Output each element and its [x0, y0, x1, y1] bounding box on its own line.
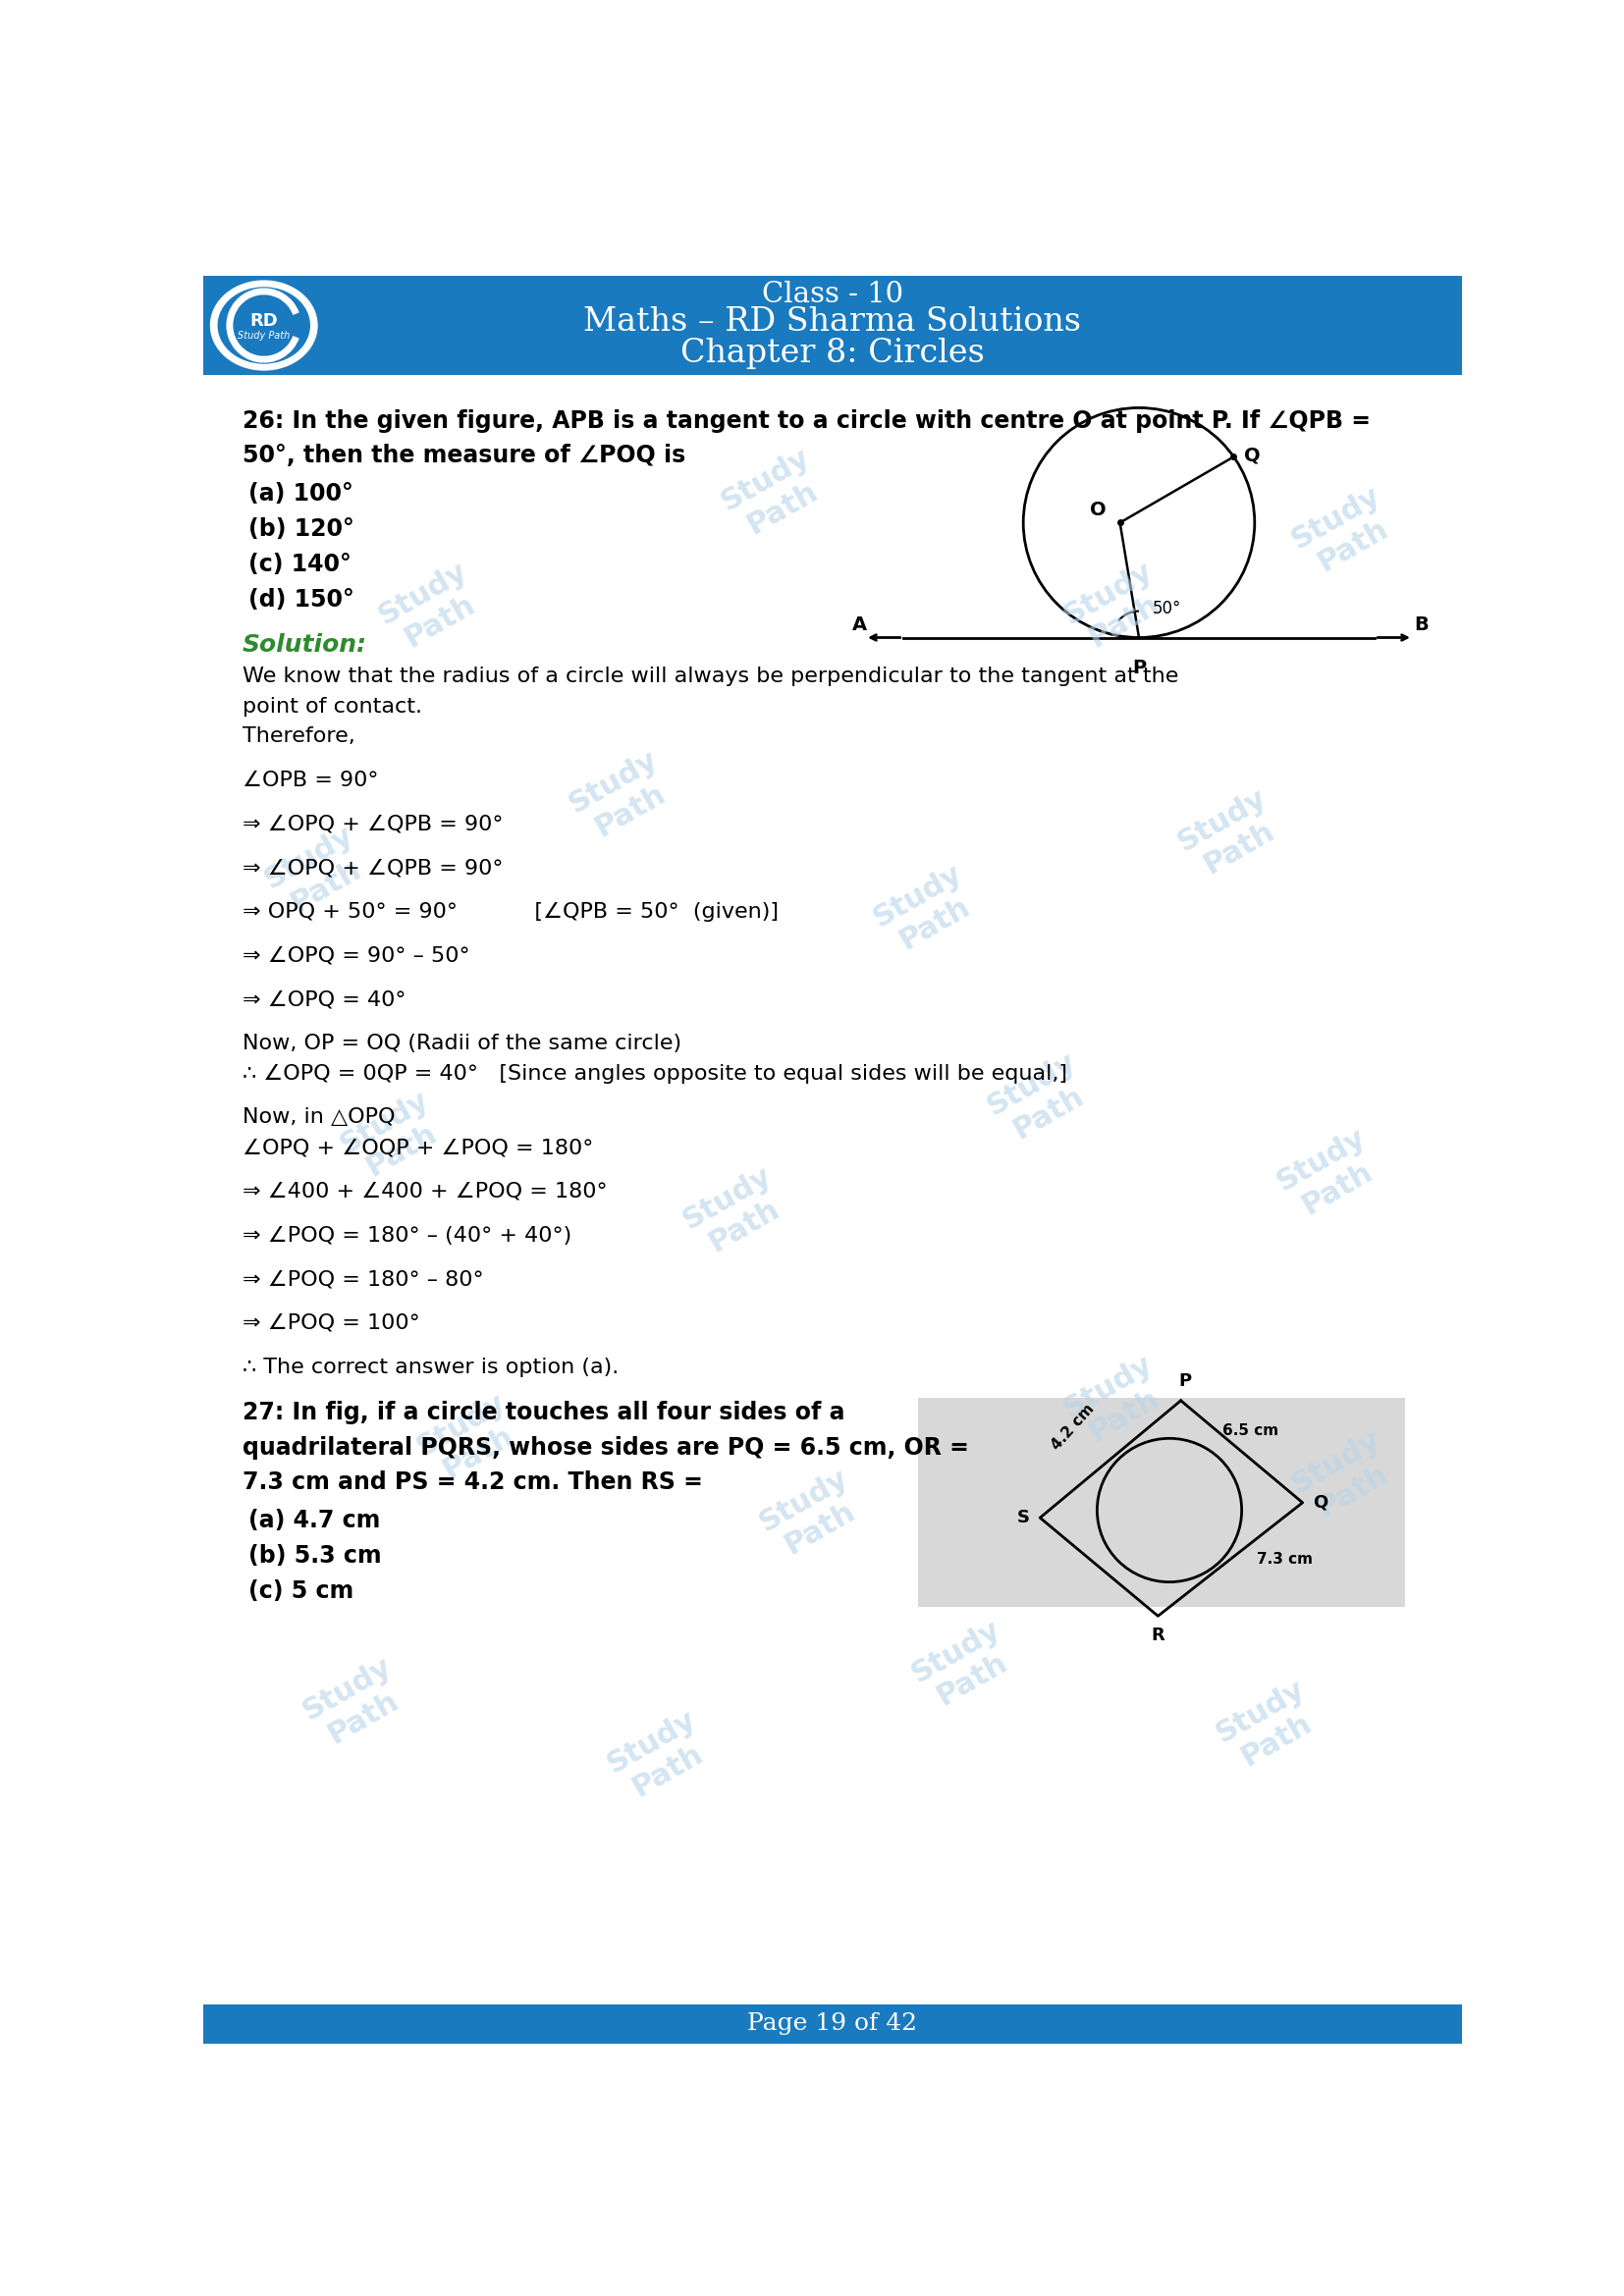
Text: ⇒ ∠400 + ∠400 + ∠POQ = 180°: ⇒ ∠400 + ∠400 + ∠POQ = 180° [242, 1182, 607, 1201]
Text: 50°: 50° [1153, 599, 1182, 618]
Text: Study
Path: Study Path [374, 556, 489, 659]
Text: Study
Path: Study Path [983, 1047, 1098, 1150]
Text: Study
Path: Study Path [1059, 1350, 1174, 1451]
Text: Solution:: Solution: [242, 634, 367, 657]
Text: Maths – RD Sharma Solutions: Maths – RD Sharma Solutions [583, 308, 1082, 338]
Text: Study
Path: Study Path [1173, 783, 1288, 886]
Text: Study
Path: Study Path [260, 820, 375, 923]
Text: point of contact.: point of contact. [242, 696, 422, 716]
Text: Study
Path: Study Path [869, 859, 984, 960]
Text: Study
Path: Study Path [906, 1614, 1021, 1717]
Text: Page 19 of 42: Page 19 of 42 [747, 2014, 918, 2034]
Text: (a) 4.7 cm: (a) 4.7 cm [248, 1508, 380, 1531]
Text: S: S [1017, 1508, 1030, 1527]
Text: Now, OP = OQ (Radii of the same circle): Now, OP = OQ (Radii of the same circle) [242, 1033, 682, 1054]
Text: Study
Path: Study Path [603, 1706, 718, 1807]
Text: (c) 5 cm: (c) 5 cm [248, 1580, 354, 1603]
Text: Chapter 8: Circles: Chapter 8: Circles [680, 338, 984, 370]
Text: ⇒ ∠OPQ = 40°: ⇒ ∠OPQ = 40° [242, 990, 406, 1010]
Ellipse shape [218, 287, 310, 363]
Text: Study
Path: Study Path [336, 1086, 451, 1187]
Bar [203, 2004, 1462, 2043]
Text: Therefore,: Therefore, [242, 728, 356, 746]
Text: P: P [1132, 659, 1147, 677]
Text: Study
Path: Study Path [754, 1463, 869, 1566]
Text: Study
Path: Study Path [716, 443, 831, 544]
Text: Study
Path: Study Path [1286, 480, 1402, 583]
Text: A: A [851, 615, 867, 634]
Text: Study
Path: Study Path [411, 1387, 528, 1490]
Text: (d) 150°: (d) 150° [248, 588, 354, 613]
Text: ⇒ ∠OPQ + ∠QPB = 90°: ⇒ ∠OPQ + ∠QPB = 90° [242, 815, 503, 833]
Text: 4.2 cm: 4.2 cm [1047, 1401, 1096, 1453]
Text: Q: Q [1314, 1495, 1328, 1511]
Text: ⇒ ∠OPQ + ∠QPB = 90°: ⇒ ∠OPQ + ∠QPB = 90° [242, 859, 503, 877]
Bar [918, 1398, 1405, 1607]
Text: (a) 100°: (a) 100° [248, 482, 354, 505]
Text: B: B [1415, 615, 1429, 634]
Text: Study
Path: Study Path [1272, 1123, 1387, 1226]
Text: 7.3 cm: 7.3 cm [1257, 1552, 1312, 1566]
Ellipse shape [211, 280, 317, 370]
Text: Study
Path: Study Path [297, 1653, 412, 1754]
Text: Study
Path: Study Path [1210, 1674, 1327, 1777]
Text: (b) 5.3 cm: (b) 5.3 cm [248, 1543, 382, 1568]
Text: O: O [1090, 501, 1106, 519]
Text: ⇒ ∠POQ = 180° – (40° + 40°): ⇒ ∠POQ = 180° – (40° + 40°) [242, 1226, 572, 1244]
Text: Q: Q [1244, 445, 1260, 464]
Text: ⇒ ∠POQ = 100°: ⇒ ∠POQ = 100° [242, 1313, 421, 1334]
Text: Study
Path: Study Path [1286, 1426, 1402, 1527]
Text: 7.3 cm and PS = 4.2 cm. Then RS =: 7.3 cm and PS = 4.2 cm. Then RS = [242, 1469, 703, 1495]
Text: Study
Path: Study Path [1059, 556, 1174, 659]
Text: quadrilateral PQRS, whose sides are PQ = 6.5 cm, OR =: quadrilateral PQRS, whose sides are PQ =… [242, 1435, 970, 1460]
Text: ∠OPB = 90°: ∠OPB = 90° [242, 771, 378, 790]
Text: ⇒ OPQ + 50° = 90°           [∠QPB = 50°  (given)]: ⇒ OPQ + 50° = 90° [∠QPB = 50° (given)] [242, 902, 778, 921]
Text: ∠OPQ + ∠OQP + ∠POQ = 180°: ∠OPQ + ∠OQP + ∠POQ = 180° [242, 1139, 593, 1157]
Text: 26: In the given figure, APB is a tangent to a circle with centre O at point P. : 26: In the given figure, APB is a tangen… [242, 409, 1371, 434]
Text: 27: In fig, if a circle touches all four sides of a: 27: In fig, if a circle touches all four… [242, 1401, 844, 1424]
Text: Study
Path: Study Path [677, 1162, 794, 1263]
Text: ⇒ ∠POQ = 180° – 80°: ⇒ ∠POQ = 180° – 80° [242, 1270, 484, 1288]
Text: (c) 140°: (c) 140° [248, 553, 352, 576]
Text: We know that the radius of a circle will always be perpendicular to the tangent : We know that the radius of a circle will… [242, 666, 1179, 687]
Text: ∴ The correct answer is option (a).: ∴ The correct answer is option (a). [242, 1357, 619, 1378]
Text: Study Path: Study Path [237, 331, 291, 340]
Text: 6.5 cm: 6.5 cm [1223, 1424, 1278, 1437]
Text: Study
Path: Study Path [564, 746, 679, 847]
Text: ⇒ ∠OPQ = 90° – 50°: ⇒ ∠OPQ = 90° – 50° [242, 946, 469, 967]
Text: Now, in △OPQ: Now, in △OPQ [242, 1107, 395, 1127]
Text: ∴ ∠OPQ = 0QP = 40°   [Since angles opposite to equal sides will be equal,]: ∴ ∠OPQ = 0QP = 40° [Since angles opposit… [242, 1063, 1067, 1084]
Text: Class - 10: Class - 10 [762, 280, 903, 308]
Text: P: P [1177, 1373, 1190, 1389]
Text: RD: RD [250, 312, 278, 331]
Text: R: R [1151, 1626, 1164, 1644]
Text: 50°, then the measure of ∠POQ is: 50°, then the measure of ∠POQ is [242, 443, 685, 468]
Bar [203, 276, 1462, 374]
Text: (b) 120°: (b) 120° [248, 517, 354, 542]
